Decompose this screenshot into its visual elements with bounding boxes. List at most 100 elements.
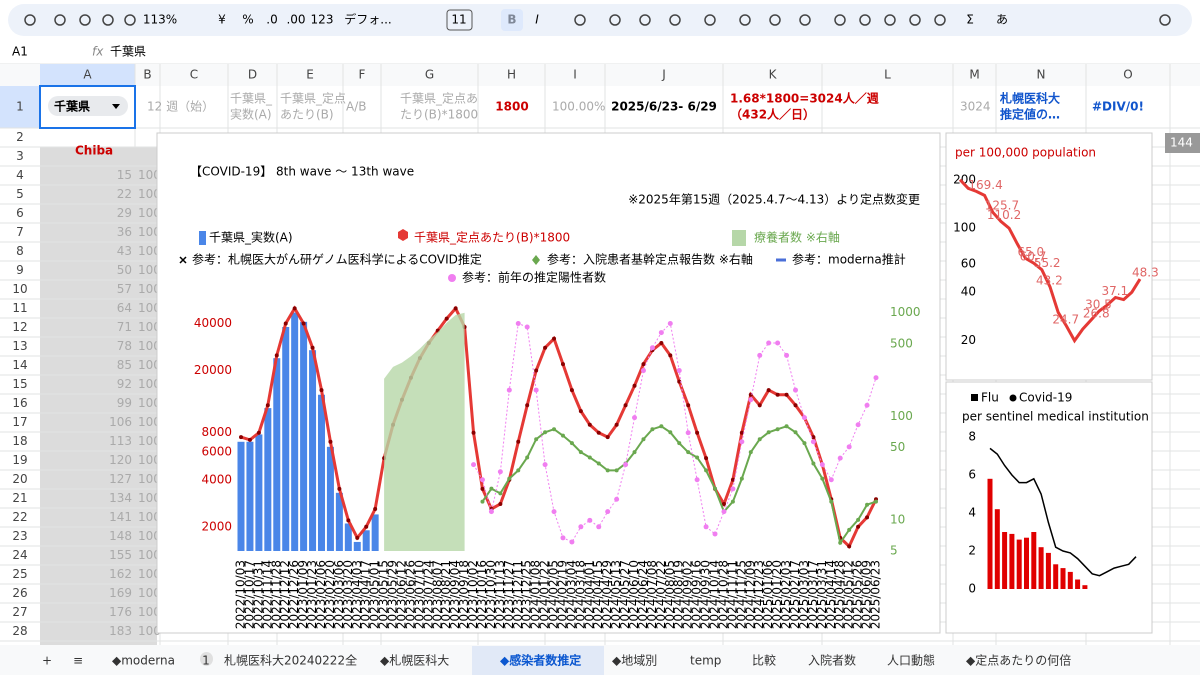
bar	[326, 446, 334, 551]
cell-text: 127	[109, 472, 132, 486]
series-point	[784, 392, 789, 397]
toolbar-button[interactable]: デフォ...	[344, 12, 391, 27]
toolbar-icon[interactable]	[909, 14, 921, 26]
selected-cell[interactable]	[39, 85, 136, 129]
row-number: 3	[16, 149, 24, 163]
sheet-tab[interactable]: ◆地域別	[612, 654, 657, 668]
toolbar-button[interactable]: .00	[286, 13, 305, 27]
series-point	[668, 353, 673, 358]
sheet-tab[interactable]: 1	[202, 654, 210, 668]
y-tick-label: 20000	[194, 363, 232, 377]
toolbar-icon[interactable]	[574, 14, 586, 26]
series-point	[713, 486, 718, 491]
sheet-tab[interactable]: 比較	[752, 653, 776, 668]
cell-text: 推定値の…	[1000, 107, 1060, 122]
sheet-tab[interactable]: 入院者数	[808, 653, 856, 668]
series-point	[766, 388, 771, 393]
cell-text: 100	[138, 225, 161, 239]
legend-label: 参考：moderna推計	[792, 252, 906, 267]
x-tick-label: 2022/10/17	[242, 560, 256, 629]
series-point	[569, 539, 575, 545]
toolbar-button[interactable]: 113%	[143, 13, 177, 27]
x-tick-label: 2023/01/09	[296, 560, 310, 629]
row-number: 27	[12, 605, 27, 619]
series-point	[810, 439, 816, 445]
toolbar-icon[interactable]	[54, 14, 66, 26]
series-line	[958, 178, 1142, 344]
cell-text: 100	[138, 472, 161, 486]
chart-note: ※2025年第15週（2025.4.7〜4.13）より定点数変更	[628, 192, 920, 207]
x-tick-label: 2025/03/31	[815, 560, 829, 629]
toolbar-icon[interactable]	[739, 14, 751, 26]
toolbar-button[interactable]: 11	[451, 13, 466, 27]
series-point	[587, 455, 592, 460]
sheet-tab[interactable]: ◆moderna	[112, 654, 175, 668]
cell-text: 1800	[495, 100, 528, 114]
y2-tick-label: 500	[890, 336, 913, 350]
toolbar-button[interactable]: 123	[311, 13, 334, 27]
sheet-tab[interactable]: temp	[690, 654, 721, 668]
toolbar-icon[interactable]	[769, 14, 781, 26]
cell-text: 100	[138, 339, 161, 353]
series-point	[552, 336, 557, 341]
cell-ref: A1	[12, 45, 28, 59]
series-point	[704, 456, 709, 461]
toolbar-icon[interactable]	[884, 14, 896, 26]
toolbar-icon[interactable]	[79, 14, 91, 26]
series-point	[829, 499, 834, 504]
series-point	[658, 330, 664, 336]
toolbar-button[interactable]: .0	[266, 13, 277, 27]
cell-text: 71	[117, 320, 132, 334]
toolbar-button[interactable]: %	[242, 13, 253, 27]
active-tab[interactable]	[472, 646, 604, 675]
sheet-tab[interactable]: ◆札幌医科大	[380, 653, 449, 668]
sheet-tab[interactable]: ◆感染者数推定	[500, 653, 581, 668]
bold-active[interactable]	[501, 9, 523, 31]
fx: fx	[92, 45, 104, 59]
bar	[353, 541, 361, 551]
toolbar-icon[interactable]	[859, 14, 871, 26]
toolbar-icon[interactable]	[704, 14, 716, 26]
x-tick-label: 2024/09/30	[699, 560, 713, 629]
cell-text: 100	[138, 567, 161, 581]
dropdown-chip[interactable]	[48, 96, 128, 116]
cell-text: 176	[109, 605, 132, 619]
series-point	[847, 527, 852, 532]
series-point	[623, 462, 629, 468]
data-label: 48.3	[1132, 266, 1159, 280]
toolbar-icon[interactable]	[102, 14, 114, 26]
toolbar-icon[interactable]	[609, 14, 621, 26]
bar	[1082, 585, 1088, 589]
toolbar-icon[interactable]	[934, 14, 946, 26]
toolbar-icon[interactable]	[834, 14, 846, 26]
sheet-tab[interactable]: ≡	[73, 654, 83, 668]
font-size-box[interactable]	[446, 9, 473, 31]
cell-text: あたり(B)	[280, 108, 334, 122]
toolbar-icon[interactable]	[124, 14, 136, 26]
series-point	[596, 430, 601, 435]
cell-text: 100	[138, 491, 161, 505]
y-tick-label: 6	[968, 468, 976, 482]
sheet-tab[interactable]: +	[42, 654, 52, 668]
series-point	[811, 435, 816, 440]
toolbar-button[interactable]: ¥	[218, 13, 226, 27]
toolbar-button[interactable]: Σ	[966, 13, 974, 27]
x-tick-label: 2023/03/20	[341, 560, 355, 629]
toolbar-button[interactable]: あ	[996, 13, 1008, 27]
series-point	[695, 430, 700, 435]
y2-tick-label: 10	[890, 512, 905, 526]
x-tick-label: 2023/12/25	[520, 560, 534, 629]
sheet-tab[interactable]: 札幌医科大20240222全	[224, 653, 357, 668]
sheet-tab[interactable]: ◆定点あたりの何倍	[966, 653, 1071, 668]
toolbar-icon[interactable]	[24, 14, 36, 26]
legend-swatch	[179, 256, 187, 264]
toolbar-icon[interactable]	[669, 14, 681, 26]
x-tick-label: 2023/05/01	[368, 560, 382, 629]
toolbar-icon[interactable]	[799, 14, 811, 26]
sheet-tab[interactable]: 人口動態	[887, 653, 935, 668]
cell-text: 50	[117, 263, 132, 277]
toolbar-icon[interactable]	[639, 14, 651, 26]
bar	[362, 530, 370, 551]
toolbar-icon[interactable]	[1159, 14, 1171, 26]
toolbar-button[interactable]: I	[535, 13, 539, 27]
